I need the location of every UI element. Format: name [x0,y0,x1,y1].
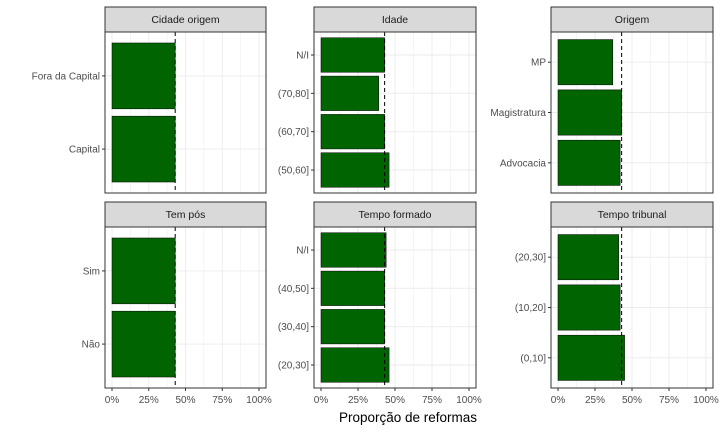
panel-strip [313,6,477,33]
bar-3-0 [111,237,176,305]
x-tick-label: 50% [175,395,195,406]
x-tick-label: 25% [348,395,368,406]
bar-5-2 [557,334,625,381]
panel-border [550,31,714,194]
panel-title: Tem pós [166,209,206,221]
bar-1-3 [320,152,390,188]
bar-4-3 [320,347,390,383]
bar-0-0 [111,42,176,110]
x-tick-label: 50% [622,395,642,406]
bar-4-1 [320,270,385,306]
panel-strip [104,201,267,228]
panel-strip [550,6,714,33]
x-tick-label: 75% [212,395,232,406]
panel-1: Idade N/I (70,80] (60,70] (50,60] [278,6,477,194]
panel-3: Tem pós Sim Não 0% 25% 50% 75% 100% [82,201,272,406]
y-tick-label: (70,80] [278,89,309,100]
y-tick-label: Não [82,340,101,351]
x-tick-label: 100% [246,395,272,406]
y-tick-label: (20,30] [515,253,546,264]
x-tick-label: 100% [693,395,719,406]
panel-title: Cidade origem [151,14,220,26]
bar-1-1 [320,75,379,111]
panel-4: Tempo formado N/I (40,50] (30,40] (20,30] 0% 2… [278,201,482,406]
bar-1-0 [320,37,385,73]
panel-title: Idade [382,14,408,26]
x-tick-label: 75% [422,395,442,406]
y-tick-label: (20,30] [278,361,309,372]
y-tick-label: Magistratura [490,108,546,119]
bar-2-0 [557,39,614,86]
x-axis-title: Proporção de reformas [339,410,477,425]
y-tick-label: N/I [296,246,309,257]
x-tick-label: 100% [456,395,482,406]
y-tick-label: (40,50] [278,284,309,295]
y-tick-label: (50,60] [278,166,309,177]
y-tick-label: Advocacia [500,158,547,169]
panel-0: Cidade origem Fora da Capital Capital [32,6,267,194]
bar-3-1 [111,310,176,378]
x-tick-label: 0% [105,395,120,406]
panel-5: Tempo tribunal (20,30] (10,20] (0,10] 0% 25% 5… [515,201,719,406]
bar-2-2 [557,139,621,186]
panel-border [104,31,267,194]
y-tick-label: N/I [296,51,309,62]
y-tick-label: Fora da Capital [32,71,100,82]
panel-strip [550,201,714,228]
bar-4-0 [320,232,387,268]
x-tick-label: 25% [585,395,605,406]
y-tick-label: Sim [83,266,100,277]
bar-4-2 [320,309,385,345]
panel-title: Tempo formado [359,209,432,221]
bar-1-2 [320,114,385,150]
x-tick-label: 0% [551,395,566,406]
panel-strip [104,6,267,33]
y-tick-label: Capital [69,145,100,156]
x-tick-label: 50% [385,395,405,406]
y-tick-label: (10,20] [515,303,546,314]
x-tick-label: 25% [139,395,159,406]
panel-title: Tempo tribunal [598,209,667,221]
y-tick-label: MP [531,58,546,69]
x-tick-label: 75% [659,395,679,406]
panel-2: Origem MP Magistratura Advocacia [490,6,714,194]
bar-0-1 [111,115,176,183]
bar-5-0 [557,234,619,281]
y-tick-label: (60,70] [278,127,309,138]
y-tick-label: (0,10] [520,353,546,364]
y-tick-label: (30,40] [278,322,309,333]
panel-border [313,31,477,194]
bar-2-1 [557,89,622,136]
bar-5-1 [557,284,621,331]
panel-title: Origem [615,14,650,26]
x-tick-label: 0% [314,395,329,406]
